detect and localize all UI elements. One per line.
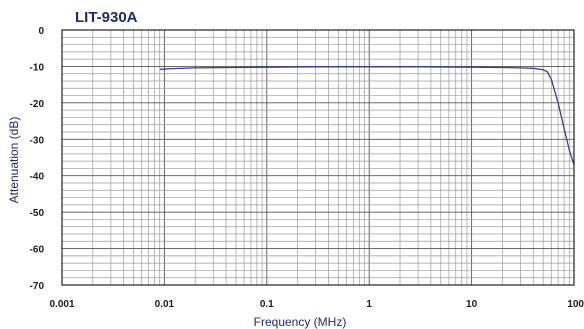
x-tick-label: 1 — [366, 299, 372, 310]
x-tick-label: 100 — [567, 299, 584, 310]
plot-frame — [61, 29, 575, 286]
y-tick-label: -30 — [30, 135, 45, 146]
y-tick-label: -20 — [30, 99, 45, 110]
chart-title: LIT-930A — [75, 9, 138, 26]
x-axis-ticks: 0.001 0.01 0.1 1 10 100 — [49, 299, 584, 310]
series-layer — [159, 66, 575, 165]
attenuation-curve — [159, 66, 575, 165]
x-tick-label: 10 — [466, 299, 478, 310]
y-tick-label: -60 — [30, 245, 45, 256]
y-tick-label: 0 — [38, 26, 44, 37]
y-tick-label: -70 — [30, 281, 45, 292]
y-tick-label: -40 — [30, 172, 45, 183]
x-tick-label: 0.001 — [49, 299, 74, 310]
x-axis-label: Frequency (MHz) — [254, 315, 347, 329]
grid — [61, 29, 574, 286]
x-tick-label: 0.1 — [260, 299, 274, 310]
y-tick-label: -10 — [30, 62, 45, 73]
x-tick-label: 0.01 — [155, 299, 175, 310]
y-axis-ticks: 0 -10 -20 -30 -40 -50 -60 -70 — [30, 26, 45, 292]
y-axis-label: Attenuation (dB) — [7, 117, 21, 204]
y-tick-label: -50 — [30, 208, 45, 219]
